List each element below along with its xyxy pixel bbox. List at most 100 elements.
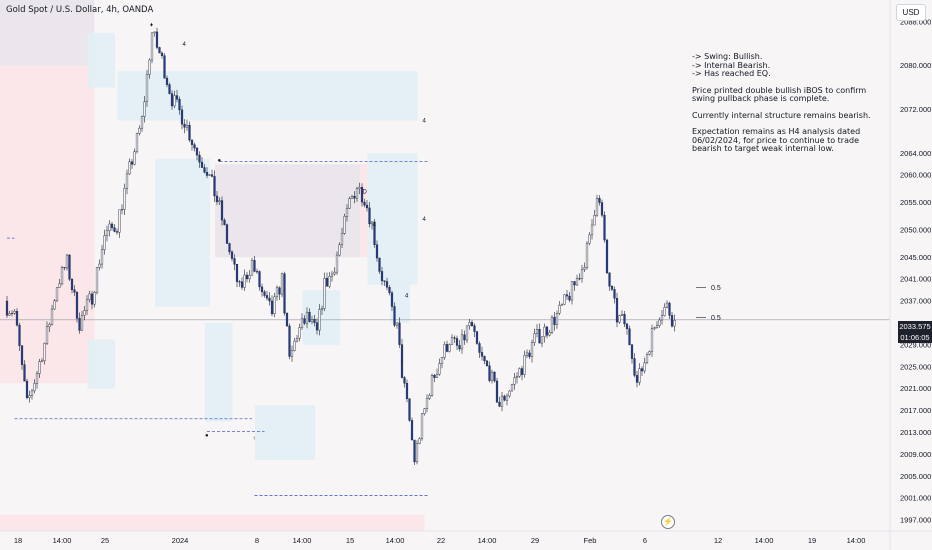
candle-up (55, 287, 59, 301)
candle-up (13, 311, 16, 314)
candle-up (300, 318, 304, 328)
candle-down (15, 311, 19, 326)
candle-up (250, 260, 254, 276)
candle-down (268, 297, 271, 302)
last-price-tag: 2033.575 01:06:05 (898, 321, 932, 343)
candle-up (218, 200, 221, 203)
candle-up (208, 174, 211, 176)
time-axis[interactable]: 18 14:00 25 2024 8 14:00 15 14:00 22 14:00 29 Feb 6 1… (14, 536, 866, 545)
candle-up (580, 269, 584, 279)
candle-down (393, 306, 396, 326)
candle-down (605, 239, 609, 274)
candle-up (595, 198, 599, 216)
candle-up (100, 249, 104, 265)
candle-up (550, 316, 554, 333)
candle-down (233, 258, 236, 265)
candle-up (418, 438, 421, 444)
candle-up (323, 277, 326, 309)
candle-up (118, 209, 121, 233)
candle-down (545, 326, 549, 336)
candle-up (153, 31, 156, 34)
candle-down (388, 287, 391, 294)
price-tick: 2021.000 (900, 384, 931, 393)
zone-blue (255, 405, 315, 460)
price-axis[interactable]: 2088.000 2080.000 2072.000 2064.000 2060.000… (900, 17, 931, 524)
candle-up (638, 368, 641, 383)
candle-down (668, 302, 671, 316)
time-tick: 18 (14, 536, 22, 545)
zone-red (0, 514, 425, 531)
candle-up (103, 235, 106, 250)
candle-down (220, 200, 224, 221)
price-tick: 2088.000 (900, 17, 931, 26)
zone-red (360, 164, 368, 258)
candle-down (178, 99, 181, 111)
candle-down (470, 322, 474, 326)
candle-down (255, 271, 259, 273)
candle-down (115, 231, 119, 233)
chart-marker: ↓ (400, 359, 403, 365)
candle-down (353, 196, 356, 199)
candle-down (455, 338, 459, 346)
candle-up (298, 327, 301, 339)
candle-up (513, 377, 516, 385)
candle-down (285, 312, 289, 327)
candle-down (190, 139, 194, 145)
candle-up (435, 373, 439, 378)
candle-up (663, 307, 666, 316)
lightning-icon[interactable]: ⚡ (661, 515, 675, 529)
price-tick: 2005.000 (900, 472, 931, 481)
candle-down (203, 167, 206, 173)
candle-up (340, 233, 344, 245)
symbol-title: Gold Spot / U.S. Dollar, 4h, OANDA (6, 5, 154, 15)
candle-down (163, 55, 166, 79)
price-tick: 2001.000 (900, 494, 931, 503)
time-tick: 19 (808, 536, 816, 545)
candle-down (390, 292, 394, 307)
candle-up (533, 333, 536, 343)
candle-down (485, 360, 489, 367)
candle-up (50, 308, 54, 325)
note-expectation: Expectation remains as H4 analysis dated… (692, 127, 863, 153)
candle-down (373, 221, 376, 245)
candle-down (478, 343, 481, 353)
candle-up (8, 313, 11, 316)
candle-down (383, 280, 386, 282)
candle-down (503, 395, 506, 401)
candle-up (35, 373, 39, 384)
candle-down (195, 147, 199, 156)
candle-up (348, 198, 351, 209)
candle-down (25, 380, 29, 398)
candle-down (23, 364, 26, 382)
candle-up (588, 234, 591, 244)
candle-down (453, 337, 456, 339)
chart-marker: 4 (423, 217, 427, 223)
candle-up (48, 324, 51, 327)
candle-up (548, 332, 551, 336)
candle-down (18, 324, 21, 346)
candle-down (215, 195, 219, 203)
candle-up (653, 327, 656, 329)
chart-marker: 4 (373, 222, 377, 228)
candle-down (528, 352, 531, 357)
candle-down (403, 377, 406, 384)
time-tick: 14:00 (386, 536, 405, 545)
candle-up (658, 319, 661, 326)
candle-down (63, 267, 66, 269)
price-tick: 1997.000 (900, 516, 931, 525)
candle-up (450, 337, 454, 345)
candle-down (260, 286, 264, 293)
candle-up (650, 328, 654, 352)
candle-up (173, 95, 176, 107)
candle-down (630, 344, 634, 359)
candle-up (395, 322, 399, 326)
candle-down (168, 84, 171, 94)
candle-up (508, 390, 511, 397)
chart-marker: ↑ (253, 436, 256, 442)
currency-button[interactable]: USD (896, 4, 926, 21)
candle-up (343, 216, 346, 234)
fib-level-label: 0.5 (711, 315, 721, 322)
zone-gray (215, 164, 360, 258)
candle-up (83, 310, 86, 316)
